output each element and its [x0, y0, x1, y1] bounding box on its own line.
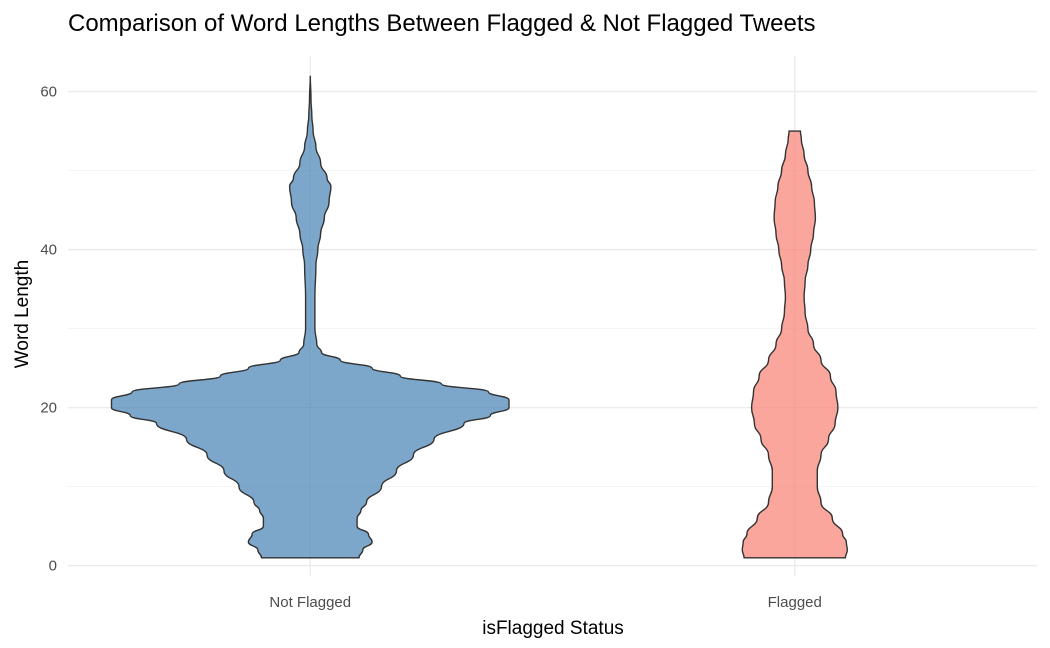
y-tick-label: 0: [49, 558, 57, 575]
x-tick-label: Flagged: [768, 594, 822, 611]
violin-not-flagged: [110, 74, 510, 559]
violin-flagged: [741, 130, 849, 559]
x-axis-title: isFlagged Status: [482, 618, 624, 639]
violins: [110, 74, 849, 559]
y-tick-label: 40: [40, 242, 57, 259]
y-tick-labels: 0 20 40 60: [40, 84, 57, 575]
x-tick-labels: Not Flagged Flagged: [269, 594, 821, 611]
x-tick-label: Not Flagged: [269, 594, 351, 611]
y-tick-label: 60: [40, 84, 57, 101]
grid-lines: [68, 56, 1037, 576]
chart-title: Comparison of Word Lengths Between Flagg…: [68, 10, 816, 37]
y-axis-title: Word Length: [12, 260, 33, 368]
y-tick-label: 20: [40, 400, 57, 417]
